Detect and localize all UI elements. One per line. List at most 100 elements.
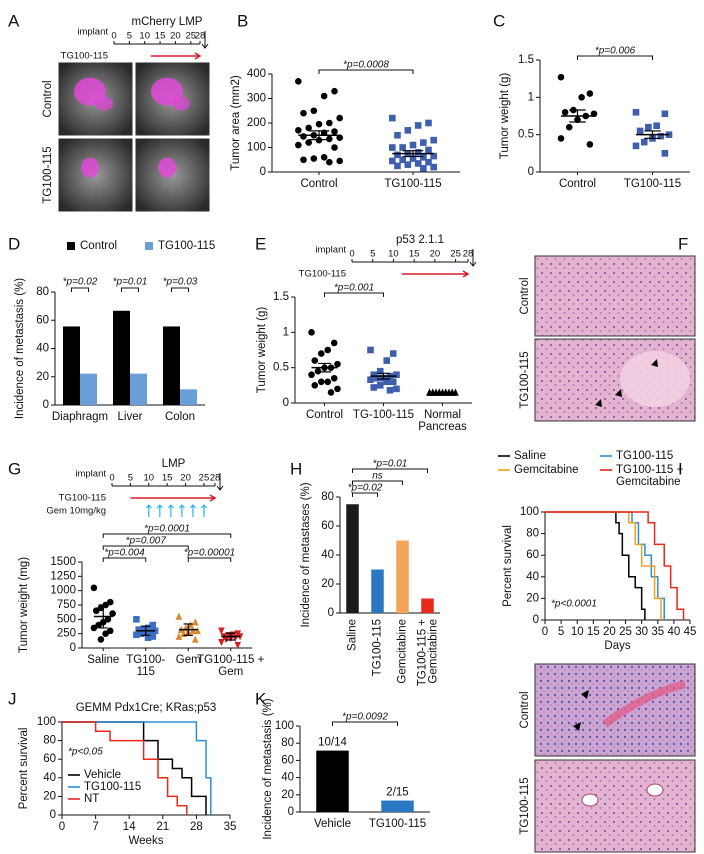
data-point bbox=[420, 154, 427, 161]
chart-title: GEMM Pdx1Cre; KRas;p53 bbox=[76, 702, 217, 714]
data-point bbox=[393, 385, 400, 393]
data-point bbox=[586, 90, 594, 97]
data-point bbox=[414, 149, 422, 156]
p-value-label: *p=0.00001 bbox=[184, 548, 235, 559]
data-point bbox=[586, 141, 594, 148]
row-label: TG100-115 bbox=[42, 146, 54, 203]
data-point bbox=[430, 136, 437, 144]
treatment-arrow bbox=[401, 270, 470, 278]
legend-label: TG100-115 bbox=[158, 240, 215, 252]
schedule-title: mCherry LMP bbox=[132, 16, 203, 28]
y-tick-label: 80 bbox=[281, 737, 294, 749]
significance-bracket bbox=[352, 480, 403, 485]
p-value-label: ns bbox=[372, 471, 383, 482]
x-tick-label: Vehicle bbox=[314, 818, 351, 830]
x-axis-label: Weeks bbox=[129, 835, 164, 847]
panel-letter: K bbox=[255, 689, 267, 708]
data-point bbox=[311, 357, 319, 364]
x-tick-label: 115 bbox=[137, 666, 155, 678]
micrograph bbox=[534, 663, 696, 757]
y-tick-label: 400 bbox=[247, 68, 266, 80]
legend-label: Gemcitabine bbox=[514, 464, 579, 476]
y-tick-label: 0 bbox=[43, 399, 49, 411]
p-value-label: *p=0.006 bbox=[595, 46, 636, 57]
x-tick-label: Gem bbox=[218, 666, 243, 678]
error-bar bbox=[183, 623, 193, 636]
significance-bracket bbox=[352, 492, 378, 497]
x-tick-label: 15 bbox=[587, 626, 600, 638]
x-tick-label: 35 bbox=[224, 821, 237, 833]
data-point bbox=[326, 158, 333, 166]
x-tick-label: 10 bbox=[571, 626, 584, 638]
x-tick-label: TG100-115 bbox=[372, 619, 384, 676]
y-axis-label: Incidence of metastases (%) bbox=[300, 482, 312, 627]
y-tick-label: 100 bbox=[520, 506, 539, 518]
data-point bbox=[367, 376, 374, 383]
data-point bbox=[367, 346, 374, 354]
p-value-label: *p=0.0008 bbox=[343, 60, 389, 71]
data-point bbox=[389, 157, 396, 165]
y-tick-label: 0 bbox=[528, 166, 534, 178]
data-point bbox=[189, 626, 197, 635]
treatment-arrow bbox=[130, 494, 217, 502]
significance-bracket bbox=[71, 287, 89, 292]
bar bbox=[80, 373, 97, 405]
significance-bracket bbox=[332, 721, 398, 726]
significance-bracket bbox=[318, 69, 414, 74]
schedule-tick-label: 0 bbox=[109, 473, 114, 484]
micrograph bbox=[534, 255, 696, 337]
dose-arrow bbox=[167, 504, 174, 517]
data-point bbox=[133, 631, 140, 639]
schedule-tick-label: 28 bbox=[195, 31, 206, 42]
y-tick-label: 40 bbox=[43, 772, 56, 784]
data-point bbox=[425, 146, 432, 154]
data-point bbox=[102, 630, 109, 637]
schedule-tick-label: 20 bbox=[430, 249, 441, 260]
data-point bbox=[430, 163, 437, 171]
data-point bbox=[194, 626, 201, 635]
data-point bbox=[92, 607, 100, 615]
x-tick-label: 20 bbox=[603, 626, 616, 638]
data-point bbox=[305, 124, 312, 132]
error-bar bbox=[98, 604, 108, 629]
x-tick-label: 25 bbox=[619, 626, 632, 638]
y-tick-label: 80 bbox=[526, 528, 539, 540]
p-value-label: *p=0.0001 bbox=[144, 524, 190, 535]
dose-arrow bbox=[178, 504, 185, 517]
legend-swatch bbox=[67, 242, 75, 250]
data-point bbox=[557, 73, 565, 81]
x-tick-label: Diaphragm bbox=[52, 411, 108, 423]
x-tick-label: 28 bbox=[190, 821, 203, 833]
schedule-tick-label: 15 bbox=[409, 249, 420, 260]
data-point bbox=[308, 329, 315, 336]
panel-letter: B bbox=[237, 11, 248, 30]
error-bar bbox=[377, 372, 390, 380]
data-point bbox=[389, 378, 397, 386]
p-value-label: *p=0.03 bbox=[163, 277, 198, 288]
schedule-tick-label: 15 bbox=[155, 31, 166, 42]
bar bbox=[180, 389, 197, 405]
y-tick-label: 40 bbox=[321, 549, 334, 561]
data-point bbox=[218, 627, 225, 635]
data-point bbox=[376, 367, 384, 375]
data-point bbox=[327, 389, 335, 396]
schedule-tick-label: 25 bbox=[185, 31, 196, 42]
data-point bbox=[561, 108, 569, 116]
y-tick-label: 250 bbox=[57, 628, 76, 640]
bar bbox=[316, 750, 349, 812]
data-point bbox=[414, 122, 422, 129]
y-tick-label: 60 bbox=[321, 520, 334, 532]
legend-label: NT bbox=[84, 793, 99, 805]
error-bar bbox=[402, 150, 424, 158]
data-point bbox=[144, 634, 152, 641]
x-tick-label: Control bbox=[300, 178, 337, 190]
legend-label: Vehicle bbox=[84, 769, 121, 781]
x-tick-label: Saline bbox=[87, 654, 119, 666]
y-tick-label: 80 bbox=[36, 286, 49, 298]
value-label: 2/15 bbox=[386, 787, 408, 799]
annotation: *p<0.0001 bbox=[551, 599, 597, 610]
data-point bbox=[420, 165, 427, 172]
data-point bbox=[314, 367, 322, 375]
significance-bracket bbox=[102, 533, 232, 538]
panel-letter: E bbox=[255, 234, 266, 253]
